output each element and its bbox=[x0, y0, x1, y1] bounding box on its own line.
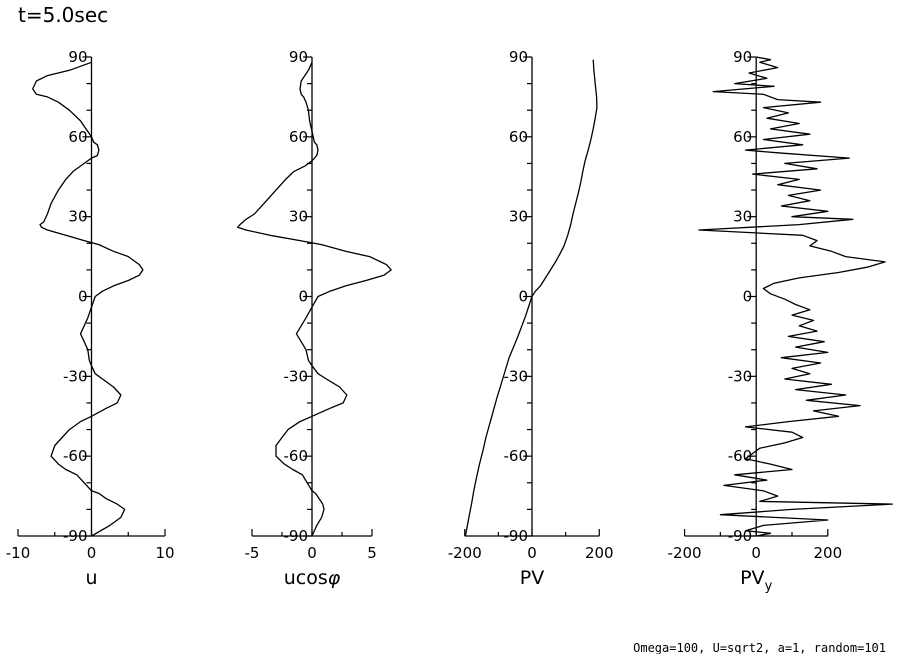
y-tick-label: -90 bbox=[728, 527, 753, 545]
panel-3: -200 0 200 -90 -60 -30 0 30 60 90 PV bbox=[448, 48, 614, 589]
x-tick-label: 0 bbox=[307, 544, 317, 562]
y-tick-label: 90 bbox=[289, 48, 308, 66]
y-tick-label: 0 bbox=[743, 288, 753, 306]
x-axis-label-text: PV bbox=[520, 567, 544, 589]
y-tick-label: 0 bbox=[518, 288, 528, 306]
x-tick-label: -200 bbox=[448, 544, 482, 562]
x-axis-label-text: ucos bbox=[284, 567, 328, 589]
x-tick-label: 0 bbox=[751, 544, 761, 562]
x-axis-label-subscript: y bbox=[765, 579, 773, 594]
data-line bbox=[32, 61, 144, 537]
data-line bbox=[464, 59, 598, 537]
parameters-footer: Omega=100, U=sqrt2, a=1, random=101 bbox=[633, 641, 886, 654]
data-line bbox=[236, 62, 392, 537]
y-tick-label: 60 bbox=[733, 128, 752, 146]
y-tick-label: 60 bbox=[289, 128, 308, 146]
y-tick-label: 0 bbox=[78, 288, 88, 306]
panel-2: -5 0 5 -90 -60 -30 0 30 60 90 ucosφ bbox=[236, 48, 392, 589]
y-tick-label: -30 bbox=[504, 367, 529, 385]
x-axis-label-text: u bbox=[85, 567, 97, 589]
y-tick-label: 30 bbox=[733, 208, 752, 226]
plot-title: t=5.0sec bbox=[18, 3, 108, 27]
y-tick-label: -60 bbox=[728, 447, 753, 465]
x-axis-label: ucosφ bbox=[284, 567, 341, 589]
y-tick-label: -90 bbox=[284, 527, 309, 545]
x-tick-label: -5 bbox=[245, 544, 260, 562]
data-line bbox=[698, 56, 893, 537]
y-tick-label: 90 bbox=[733, 48, 752, 66]
y-tick-label: -30 bbox=[284, 367, 309, 385]
y-tick-label: -60 bbox=[284, 447, 309, 465]
x-tick-label: -200 bbox=[668, 544, 702, 562]
y-tick-label: 60 bbox=[509, 128, 528, 146]
y-tick-label: 60 bbox=[68, 128, 87, 146]
x-tick-label: -10 bbox=[6, 544, 31, 562]
panels-container: -10 0 10 -90 -60 -30 0 30 60 90 u -5 0 5 -90 -60 -30 0 30 6… bbox=[6, 48, 893, 594]
y-tick-label: 30 bbox=[289, 208, 308, 226]
y-tick-label: -60 bbox=[63, 447, 88, 465]
x-axis-label: PV bbox=[520, 567, 544, 589]
y-tick-label: -90 bbox=[63, 527, 88, 545]
x-tick-label: 10 bbox=[155, 544, 174, 562]
y-tick-label: -60 bbox=[504, 447, 529, 465]
x-tick-label: 200 bbox=[585, 544, 614, 562]
y-tick-label: -30 bbox=[728, 367, 753, 385]
y-tick-label: -30 bbox=[63, 367, 88, 385]
x-axis-label: u bbox=[85, 567, 97, 589]
panel-4: -200 0 200 -90 -60 -30 0 30 60 90 PVy bbox=[668, 48, 893, 594]
x-axis-label-text: PV bbox=[740, 567, 764, 589]
y-tick-label: 90 bbox=[68, 48, 87, 66]
x-tick-label: 5 bbox=[367, 544, 377, 562]
y-tick-label: -90 bbox=[504, 527, 529, 545]
x-axis-label: PVy bbox=[740, 567, 772, 594]
panel-1: -10 0 10 -90 -60 -30 0 30 60 90 u bbox=[6, 48, 175, 589]
x-tick-label: 0 bbox=[527, 544, 537, 562]
y-tick-label: 30 bbox=[68, 208, 87, 226]
y-tick-label: 30 bbox=[509, 208, 528, 226]
x-tick-label: 200 bbox=[813, 544, 842, 562]
phi-symbol: φ bbox=[328, 567, 341, 589]
y-tick-label: 90 bbox=[509, 48, 528, 66]
x-tick-label: 0 bbox=[87, 544, 97, 562]
y-tick-label: 0 bbox=[298, 288, 308, 306]
